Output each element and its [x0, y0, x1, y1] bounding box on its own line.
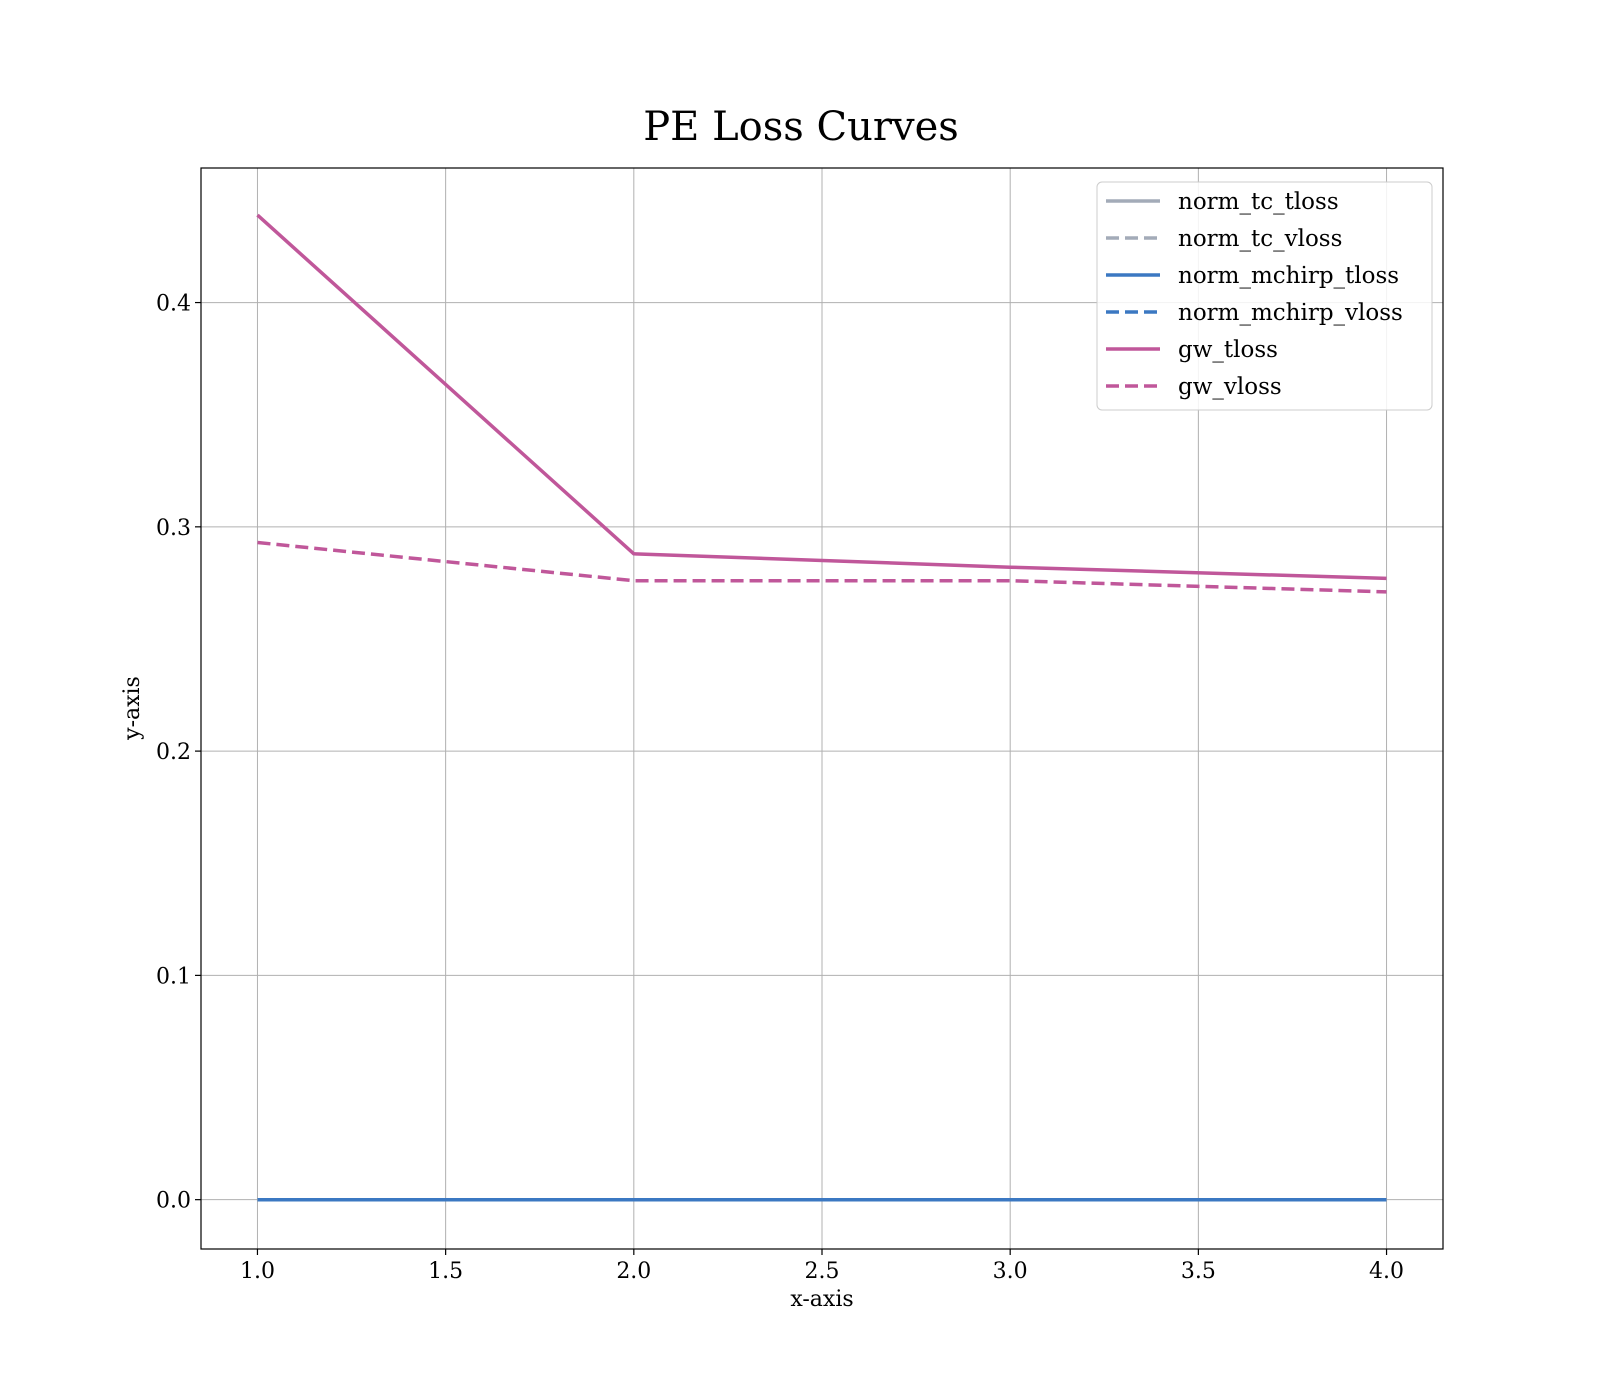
y-tick-label: 0.0	[156, 1189, 191, 1214]
x-tick-label: 3.5	[1181, 1259, 1216, 1284]
x-tick-label: 2.0	[616, 1259, 651, 1284]
legend-label: norm_mchirp_tloss	[1178, 263, 1399, 289]
series-line-gw_tloss	[256, 213, 1387, 581]
series-group	[256, 213, 1387, 1202]
y-axis-label: y-axis	[120, 676, 145, 741]
legend-label: gw_vloss	[1178, 374, 1282, 400]
x-tick-label: 2.5	[805, 1259, 840, 1284]
y-tick-label: 0.4	[156, 292, 191, 317]
chart-title: PE Loss Curves	[643, 104, 959, 150]
x-tick-label: 4.0	[1369, 1259, 1404, 1284]
legend-label: norm_tc_vloss	[1178, 226, 1342, 252]
legend-box	[1096, 181, 1433, 411]
y-tick-label: 0.1	[156, 964, 191, 989]
x-tick-label: 1.5	[428, 1259, 463, 1284]
legend: norm_tc_tloss norm_tc_vloss norm_mchirp_tl…	[1096, 181, 1433, 411]
y-tick-label: 0.2	[156, 740, 191, 765]
legend-label: norm_tc_tloss	[1178, 189, 1339, 215]
legend-label: gw_tloss	[1178, 337, 1278, 363]
y-tick-label: 0.3	[156, 516, 191, 541]
x-axis-label: x-axis	[790, 1287, 853, 1312]
axis-ticks: 1.0 1.5 2.0 2.5 3.0 3.5 4.0 0.0 0.1 0.2 0.3 0.4	[156, 292, 1404, 1284]
legend-label: norm_mchirp_vloss	[1178, 300, 1403, 326]
x-tick-label: 3.0	[993, 1259, 1028, 1284]
series-line-gw_vloss	[257, 540, 1387, 594]
x-tick-label: 1.0	[240, 1259, 275, 1284]
